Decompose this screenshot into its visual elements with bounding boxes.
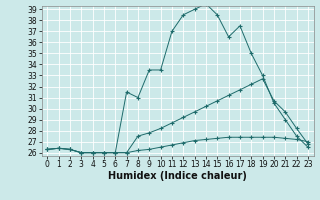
X-axis label: Humidex (Indice chaleur): Humidex (Indice chaleur)	[108, 171, 247, 181]
